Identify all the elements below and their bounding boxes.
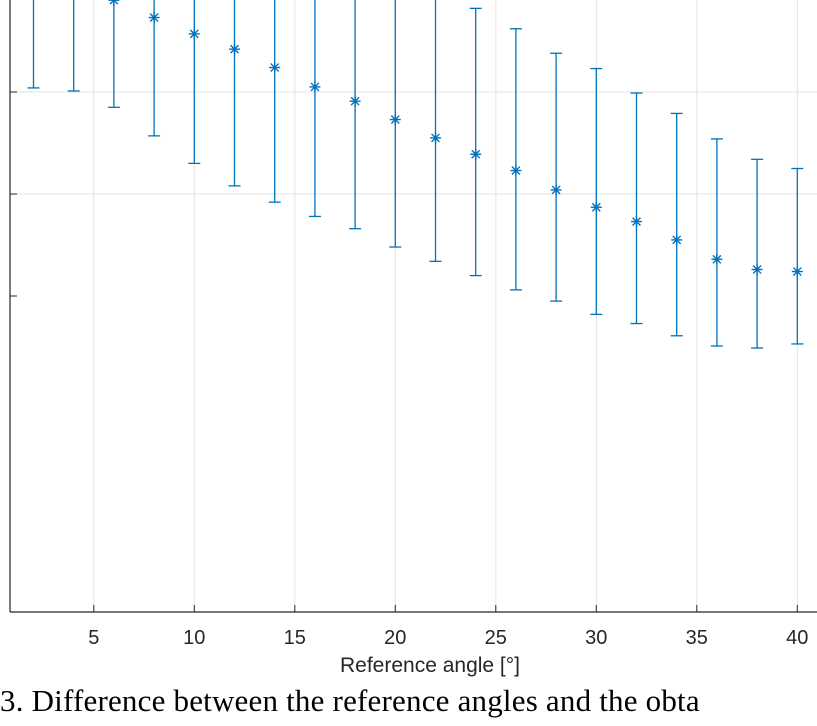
data-point-star — [550, 184, 562, 196]
star-stroke — [591, 202, 601, 212]
x-tick-label: 25 — [485, 627, 507, 649]
x-tick-label: 5 — [88, 627, 99, 649]
data-point-star — [470, 148, 482, 160]
star-stroke — [471, 149, 481, 159]
data-point-star — [791, 266, 803, 278]
x-axis-ticks — [93, 605, 798, 612]
grid-lines — [10, 0, 817, 612]
star-stroke — [230, 44, 239, 54]
error-bar — [389, 0, 402, 248]
error-bar — [469, 7, 482, 277]
x-tick-label: 40 — [786, 627, 808, 649]
x-tick-label: 30 — [585, 627, 607, 649]
star-stroke — [189, 29, 199, 39]
error-bars — [27, 0, 804, 349]
data-point-star — [108, 0, 120, 6]
star-stroke — [551, 185, 561, 195]
data-point-star — [269, 62, 281, 74]
star-stroke — [390, 115, 400, 124]
error-bar — [67, 0, 80, 92]
error-bar — [107, 0, 120, 108]
x-tick-labels: 5 10 15 20 25 30 35 40 — [88, 627, 808, 649]
data-point-star — [430, 132, 441, 144]
error-bar — [590, 67, 603, 316]
error-bar — [751, 158, 764, 349]
error-bar — [429, 0, 442, 262]
data-point-star — [590, 201, 602, 213]
error-bar — [228, 0, 241, 187]
error-bar — [27, 0, 40, 89]
star-stroke — [712, 254, 722, 264]
error-bar — [308, 0, 321, 218]
star-stroke — [672, 235, 682, 245]
data-point-star — [148, 12, 160, 24]
error-bar — [630, 92, 643, 325]
error-bar — [148, 0, 161, 137]
error-bar — [791, 167, 804, 345]
x-tick-label: 20 — [384, 627, 406, 649]
data-point-star — [671, 234, 683, 246]
error-bar — [670, 112, 683, 337]
error-bar — [188, 0, 201, 165]
star-stroke — [310, 82, 320, 92]
star-stroke — [792, 267, 802, 276]
data-point-star — [510, 165, 522, 177]
star-stroke — [632, 217, 641, 226]
star-stroke — [350, 96, 360, 106]
star-stroke — [511, 166, 521, 175]
x-tick-label: 35 — [686, 627, 708, 649]
star-stroke — [431, 133, 440, 143]
star-stroke — [270, 63, 280, 72]
data-point-star — [309, 81, 321, 93]
x-tick-label: 15 — [284, 627, 306, 649]
data-point-star — [751, 263, 763, 275]
star-stroke — [752, 265, 762, 274]
data-point-star — [349, 95, 361, 107]
x-axis-title: Reference angle [°] — [340, 654, 520, 677]
data-point-star — [229, 43, 240, 55]
y-axis-ticks — [10, 91, 17, 297]
star-stroke — [109, 0, 116, 5]
error-bar — [349, 0, 362, 230]
data-point-star — [711, 253, 723, 265]
x-tick-label: 10 — [183, 627, 205, 649]
error-bar — [268, 0, 281, 203]
error-bar — [550, 52, 563, 302]
star-stroke — [149, 13, 159, 22]
data-point-star — [631, 216, 642, 228]
figure-caption: 3. Difference between the reference angl… — [0, 683, 700, 718]
error-bar — [710, 138, 723, 347]
data-point-star — [389, 114, 401, 126]
data-point-star — [188, 28, 200, 40]
error-bar — [509, 28, 522, 291]
data-points — [108, 0, 803, 278]
